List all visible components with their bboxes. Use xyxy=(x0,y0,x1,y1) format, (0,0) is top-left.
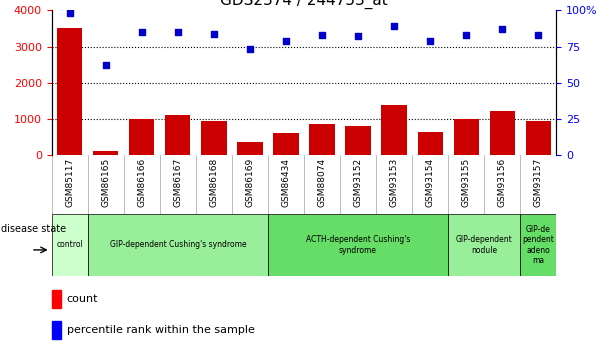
Bar xyxy=(165,115,190,155)
Text: GIP-de
pendent
adeno
ma: GIP-de pendent adeno ma xyxy=(522,225,554,265)
Text: GSM85117: GSM85117 xyxy=(65,158,74,207)
Text: ACTH-dependent Cushing's
syndrome: ACTH-dependent Cushing's syndrome xyxy=(306,235,410,255)
Text: GSM93157: GSM93157 xyxy=(534,158,543,207)
Text: control: control xyxy=(57,240,83,249)
Text: GIP-dependent
nodule: GIP-dependent nodule xyxy=(456,235,513,255)
Text: GSM93153: GSM93153 xyxy=(390,158,399,207)
Point xyxy=(533,32,543,38)
Bar xyxy=(268,214,448,276)
Text: GSM86166: GSM86166 xyxy=(137,158,147,207)
Bar xyxy=(52,214,88,276)
Point xyxy=(461,32,471,38)
Text: GSM86165: GSM86165 xyxy=(102,158,110,207)
Text: GIP-dependent Cushing's syndrome: GIP-dependent Cushing's syndrome xyxy=(109,240,246,249)
Bar xyxy=(520,214,556,276)
Bar xyxy=(309,125,334,155)
Point xyxy=(317,32,327,38)
Bar xyxy=(129,119,154,155)
Text: percentile rank within the sample: percentile rank within the sample xyxy=(67,325,255,335)
Text: count: count xyxy=(67,294,98,304)
Text: GSM93152: GSM93152 xyxy=(354,158,362,207)
Point xyxy=(101,63,111,68)
Text: GSM86168: GSM86168 xyxy=(209,158,218,207)
Point xyxy=(173,29,183,35)
Point xyxy=(353,34,363,39)
Bar xyxy=(57,29,82,155)
Text: GSM93154: GSM93154 xyxy=(426,158,435,207)
Bar xyxy=(52,290,61,307)
Bar xyxy=(526,121,551,155)
Text: GSM93155: GSM93155 xyxy=(461,158,471,207)
Bar xyxy=(88,214,268,276)
Point xyxy=(137,29,147,35)
Bar xyxy=(93,151,119,155)
Point xyxy=(281,38,291,43)
Text: GSM86167: GSM86167 xyxy=(173,158,182,207)
Bar xyxy=(381,105,407,155)
Point xyxy=(497,27,507,32)
Bar xyxy=(448,214,520,276)
Bar xyxy=(489,111,515,155)
Bar xyxy=(345,126,371,155)
Text: GSM93156: GSM93156 xyxy=(498,158,506,207)
Point xyxy=(389,23,399,29)
Text: GSM86169: GSM86169 xyxy=(246,158,254,207)
Bar xyxy=(274,133,299,155)
Point xyxy=(65,10,75,16)
Text: disease state: disease state xyxy=(1,225,66,234)
Bar xyxy=(418,132,443,155)
Text: GSM88074: GSM88074 xyxy=(317,158,326,207)
Point xyxy=(426,38,435,43)
Bar xyxy=(201,121,227,155)
Bar xyxy=(52,321,61,339)
Title: GDS2374 / 244753_at: GDS2374 / 244753_at xyxy=(220,0,388,9)
Point xyxy=(245,47,255,52)
Text: GSM86434: GSM86434 xyxy=(282,158,291,207)
Point xyxy=(209,31,219,36)
Bar xyxy=(237,142,263,155)
Bar xyxy=(454,119,479,155)
